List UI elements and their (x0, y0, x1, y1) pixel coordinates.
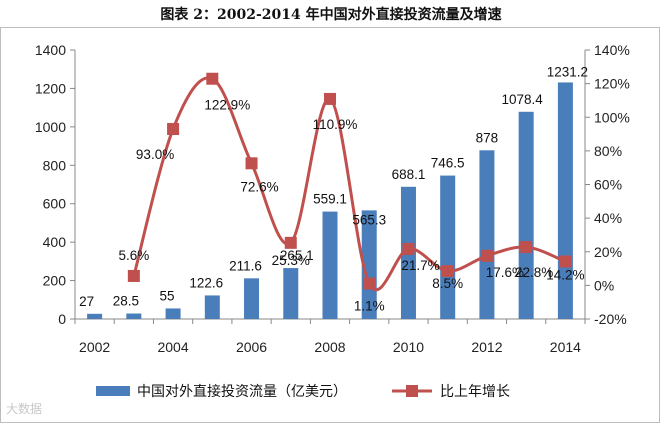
y-right-tick-label: 80% (594, 143, 622, 159)
y-left-tick-label: 800 (43, 157, 67, 173)
line-marker (559, 255, 572, 268)
line-marker (480, 249, 493, 262)
line-value-label: 5.6% (118, 248, 149, 263)
bar-value-label: 28.5 (113, 294, 139, 309)
bar (87, 313, 103, 319)
bar-value-label: 1231.2 (547, 64, 588, 79)
chart-frame (0, 27, 660, 423)
x-tick-label: 2002 (79, 339, 110, 355)
x-tick-label: 2012 (471, 339, 502, 355)
y-left-tick-label: 1000 (35, 119, 66, 135)
bar (165, 308, 181, 319)
y-right-tick-label: 120% (594, 76, 630, 92)
y-left-tick-label: 1200 (35, 80, 66, 96)
line-marker (324, 92, 336, 105)
line-value-label: 21.7% (401, 258, 439, 273)
y-right-tick-label: 140% (594, 42, 630, 58)
y-left-tick-label: 0 (58, 311, 66, 327)
bar (440, 175, 456, 319)
y-left-tick-label: 200 (43, 273, 67, 289)
y-left-tick-label: 600 (43, 196, 67, 212)
y-left-tick-label: 1400 (35, 42, 66, 58)
y-right-tick-label: 0% (594, 277, 614, 293)
bar (322, 211, 338, 319)
y-right-tick-label: 60% (594, 177, 622, 193)
legend-line-marker (406, 385, 418, 397)
bar-value-label: 55 (160, 288, 175, 303)
y-right-tick-label: 40% (594, 210, 622, 226)
bar (204, 295, 220, 319)
line-value-label: 72.6% (240, 179, 278, 194)
y-right-tick-label: 20% (594, 244, 622, 260)
bar (479, 150, 495, 319)
line-marker (363, 277, 376, 290)
bar-value-label: 559.1 (313, 192, 347, 207)
line-value-label: 17.6% (486, 265, 524, 280)
x-tick-label: 2008 (314, 339, 345, 355)
line-marker (127, 269, 140, 282)
line-value-label: 122.9% (204, 98, 250, 113)
bar (518, 111, 534, 319)
legend-label-line: 比上年增长 (440, 384, 510, 400)
bar-value-label: 878 (476, 130, 499, 145)
line-value-label: 110.9% (313, 117, 358, 132)
legend-bar-swatch (96, 386, 130, 396)
line-marker (167, 123, 180, 136)
bar-value-label: 565.3 (352, 212, 386, 227)
line-value-label: 22.8% (515, 265, 553, 280)
line-marker (520, 241, 533, 254)
x-tick-label: 2014 (550, 339, 581, 355)
line-value-label: 14.2% (546, 268, 584, 283)
bar-value-label: 265.1 (280, 248, 314, 263)
bar (557, 82, 573, 319)
bar (244, 278, 260, 319)
bar-value-label: 122.6 (189, 275, 223, 290)
bar (126, 313, 142, 319)
line-value-label: 25.3% (272, 253, 310, 268)
y-right-tick-label: -20% (594, 311, 627, 327)
x-tick-label: 2006 (236, 339, 267, 355)
line-marker (284, 236, 297, 249)
line-value-label: 1.1% (354, 299, 385, 314)
legend-label-bars: 中国对外直接投资流量（亿美元） (137, 383, 347, 400)
bar-value-label: 746.5 (431, 156, 465, 171)
y-left-tick-label: 400 (43, 234, 67, 250)
bar-value-label: 1078.4 (502, 92, 544, 107)
line-marker (441, 265, 454, 278)
x-tick-label: 2004 (157, 339, 188, 355)
bar (361, 210, 377, 319)
y-right-tick-label: 100% (594, 109, 630, 125)
line-marker (402, 242, 415, 255)
bar-value-label: 211.6 (229, 258, 262, 273)
x-tick-label: 2010 (393, 339, 424, 355)
watermark-text: 大数据 (6, 402, 43, 416)
line-marker (245, 157, 258, 170)
chart-title: 图表 2：2002-2014 年中国对外直接投资流量及增速 (160, 7, 502, 23)
line-value-label: 8.5% (432, 276, 463, 291)
bar (283, 268, 299, 319)
bar-value-label: 27 (79, 294, 94, 309)
line-value-label: 93.0% (136, 147, 174, 162)
growth-line (132, 76, 566, 292)
line-marker (206, 72, 219, 85)
bar-value-label: 688.1 (392, 167, 426, 182)
